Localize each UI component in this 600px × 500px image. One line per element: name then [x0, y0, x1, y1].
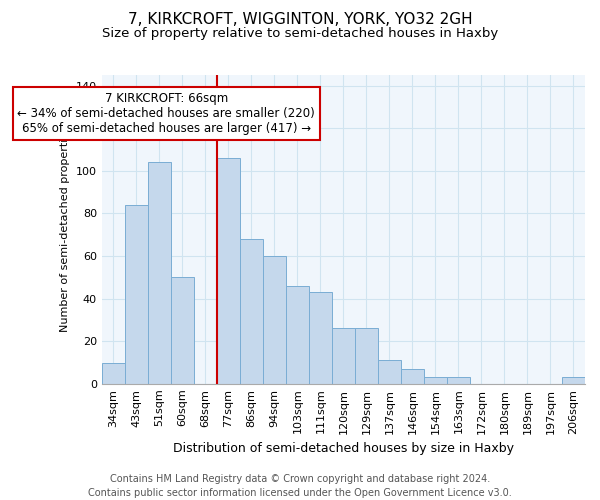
Y-axis label: Number of semi-detached properties: Number of semi-detached properties [61, 126, 70, 332]
Bar [309, 292, 332, 384]
X-axis label: Distribution of semi-detached houses by size in Haxby: Distribution of semi-detached houses by … [173, 442, 514, 455]
Bar [171, 278, 194, 384]
Bar [240, 239, 263, 384]
Bar [355, 328, 378, 384]
Bar [378, 360, 401, 384]
Text: 7 KIRKCROFT: 66sqm
← 34% of semi-detached houses are smaller (220)
65% of semi-d: 7 KIRKCROFT: 66sqm ← 34% of semi-detache… [17, 92, 315, 135]
Bar [102, 362, 125, 384]
Bar [125, 205, 148, 384]
Text: Size of property relative to semi-detached houses in Haxby: Size of property relative to semi-detach… [102, 28, 498, 40]
Bar [148, 162, 171, 384]
Text: 7, KIRKCROFT, WIGGINTON, YORK, YO32 2GH: 7, KIRKCROFT, WIGGINTON, YORK, YO32 2GH [128, 12, 472, 28]
Bar [401, 369, 424, 384]
Bar [562, 378, 585, 384]
Bar [217, 158, 240, 384]
Bar [424, 378, 447, 384]
Bar [263, 256, 286, 384]
Text: Contains HM Land Registry data © Crown copyright and database right 2024.
Contai: Contains HM Land Registry data © Crown c… [88, 474, 512, 498]
Bar [286, 286, 309, 384]
Bar [447, 378, 470, 384]
Bar [332, 328, 355, 384]
